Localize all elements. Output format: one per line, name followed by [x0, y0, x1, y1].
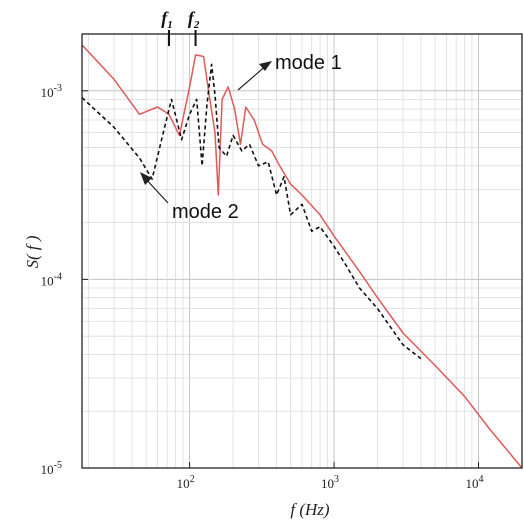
- y-axis-title: S( f ): [23, 235, 42, 268]
- annotation-mode-2: mode 2: [172, 201, 239, 223]
- annotations: mode 1 mode 2 f1 f2: [140, 8, 342, 223]
- y-tick-label: 10-3: [41, 83, 62, 100]
- series-layer: [82, 44, 522, 468]
- freq-marker-label-1: f1: [161, 8, 173, 31]
- grid: [82, 33, 523, 469]
- y-tick-label: 10-5: [41, 460, 62, 477]
- axis-ticks: 102 103 104 10-5 10-4 10-3: [41, 83, 484, 491]
- series-line-1: [82, 44, 522, 468]
- plot-frame: [81, 33, 523, 469]
- y-tick-label: 10-4: [41, 271, 62, 288]
- series-line-2: [82, 63, 422, 360]
- x-tick-label: 103: [321, 474, 339, 491]
- annotation-mode-2-arrowhead: [140, 172, 152, 185]
- annotation-mode-1: mode 1: [275, 52, 342, 74]
- freq-marker-label-2: f2: [188, 8, 200, 31]
- x-axis-title: f (Hz): [290, 500, 330, 519]
- annotation-mode-1-arrowhead: [259, 61, 272, 71]
- x-tick-label: 104: [466, 474, 484, 491]
- x-tick-label: 102: [177, 474, 195, 491]
